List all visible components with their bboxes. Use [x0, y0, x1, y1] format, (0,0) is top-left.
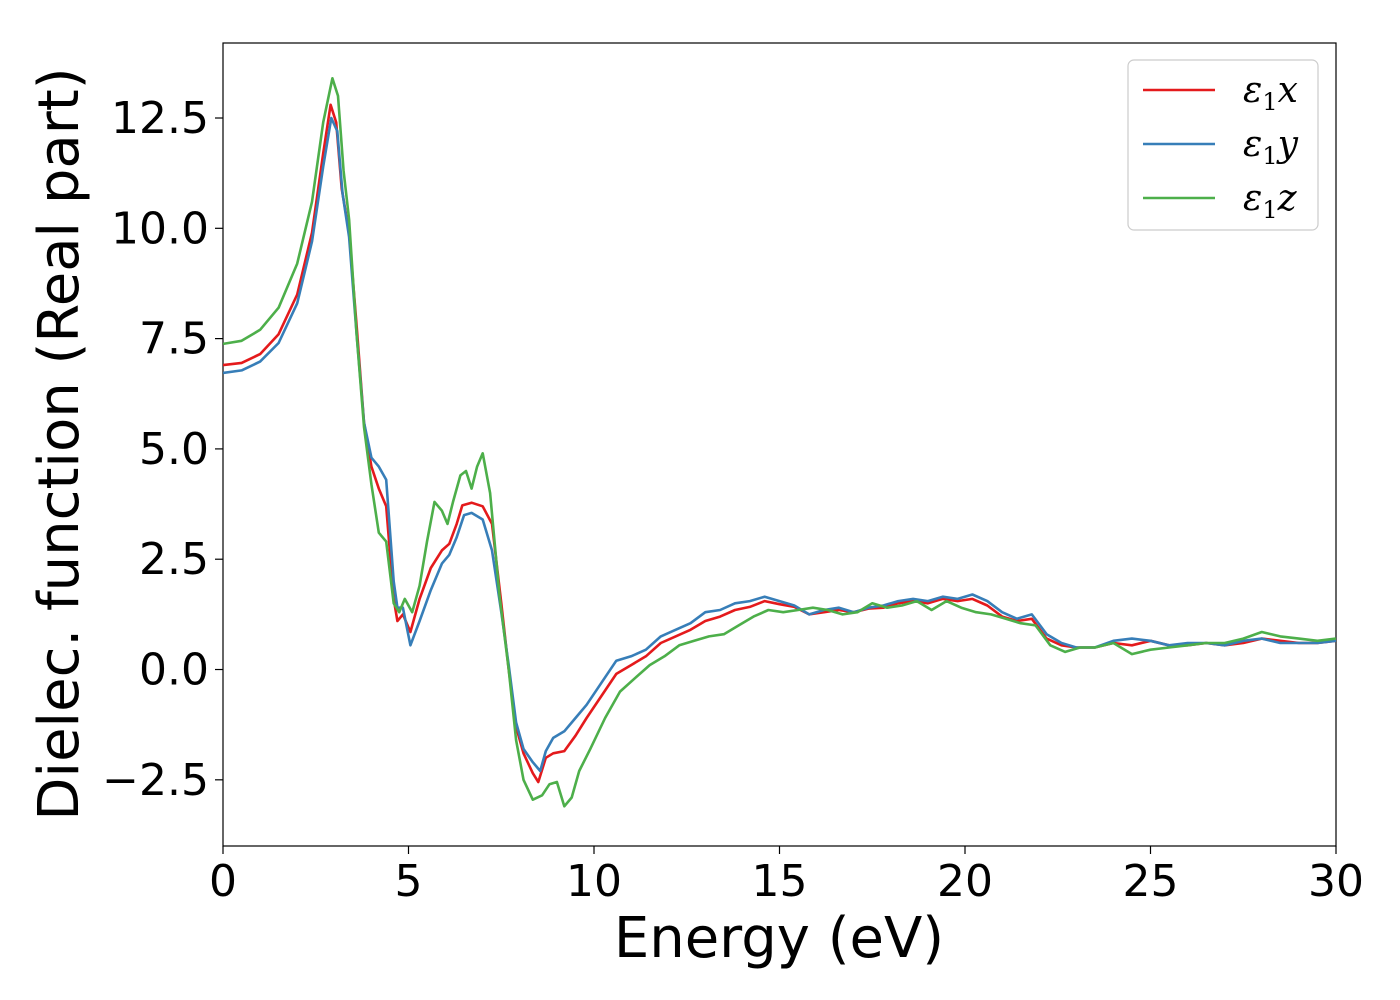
- x-tick-label: 30: [1308, 856, 1364, 907]
- y-tick-label: 10.0: [111, 203, 209, 254]
- x-tick-label: 5: [395, 856, 423, 907]
- y-tick-label: 0.0: [139, 645, 209, 696]
- legend-label-x: ε1x: [1243, 70, 1298, 116]
- y-tick-label: −2.5: [102, 755, 209, 806]
- x-tick-label: 15: [752, 856, 808, 907]
- legend: ε1x ε1y ε1z: [1127, 59, 1319, 231]
- y-axis-ticks: −2.5 0.0 2.5 5.0 7.5 10.0 12.5: [102, 93, 223, 806]
- x-tick-label: 0: [209, 856, 237, 907]
- x-tick-label: 20: [937, 856, 993, 907]
- x-axis-ticks: 0 5 10 15 20 25 30: [209, 846, 1364, 907]
- legend-label-y: ε1y: [1243, 124, 1299, 170]
- series-layer: [223, 77, 1336, 808]
- legend-box: [1127, 59, 1319, 231]
- x-axis-title: Energy (eV): [614, 906, 944, 971]
- x-tick-label: 10: [566, 856, 622, 907]
- series-line-z: [223, 77, 1336, 808]
- y-tick-label: 5.0: [139, 424, 209, 475]
- series-line-y: [223, 116, 1336, 773]
- y-tick-label: 7.5: [139, 314, 209, 365]
- x-tick-label: 25: [1123, 856, 1179, 907]
- legend-label-z: ε1z: [1243, 178, 1298, 224]
- y-axis-title: Dielec. function (Real part): [27, 67, 92, 820]
- y-tick-label: 2.5: [139, 534, 209, 585]
- y-tick-label: 12.5: [111, 93, 209, 144]
